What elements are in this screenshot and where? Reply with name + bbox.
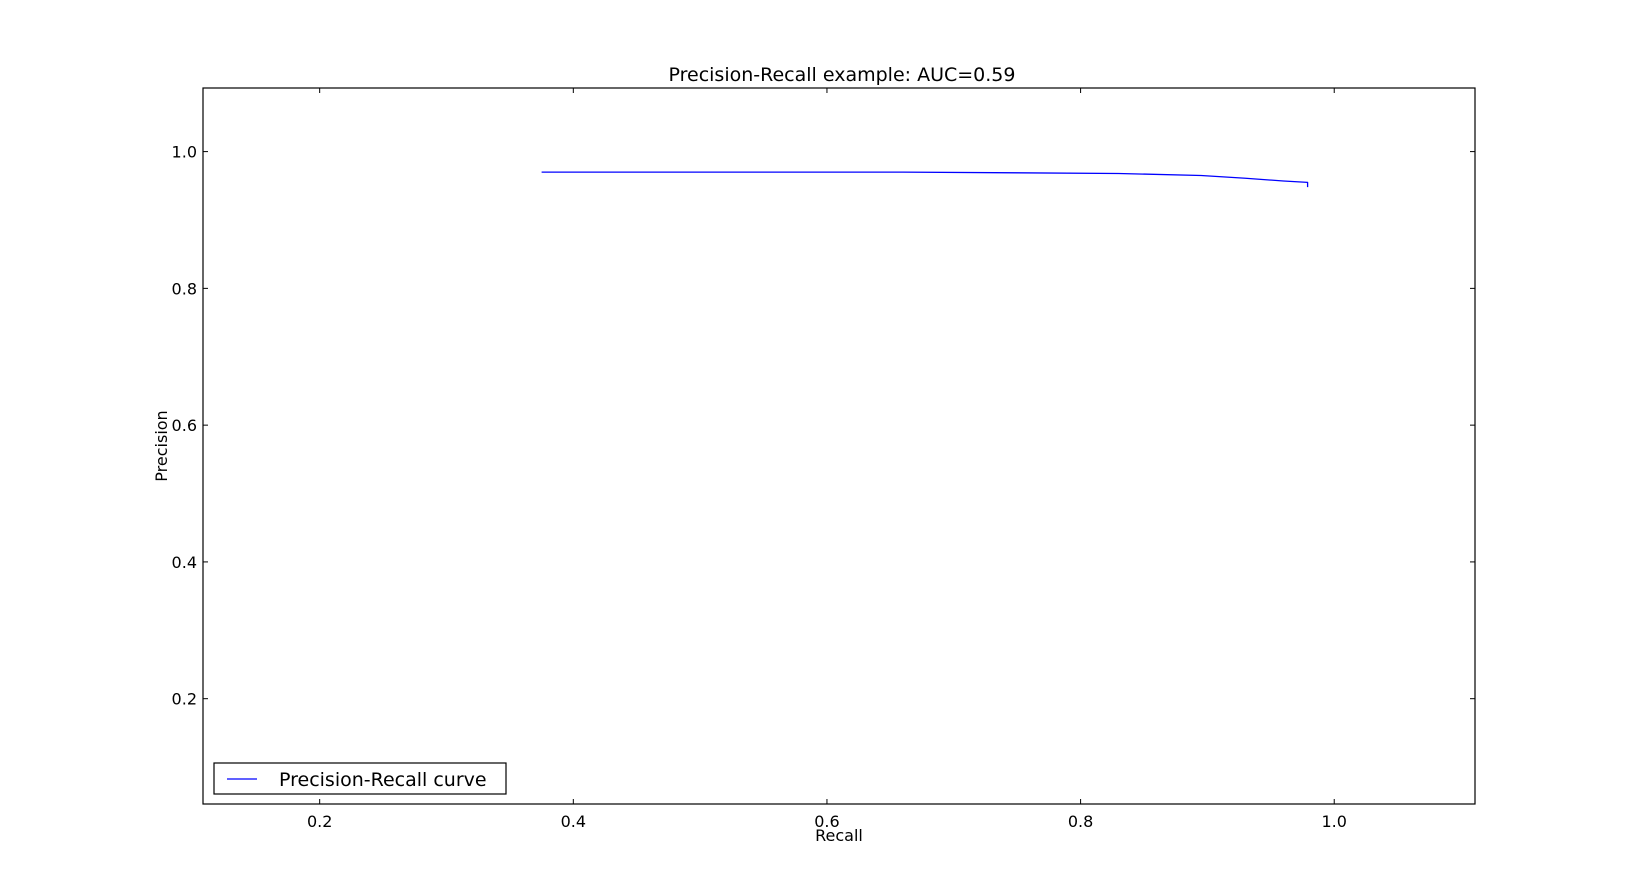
y-tick-label: 0.4 <box>172 553 197 572</box>
y-tick-label: 1.0 <box>172 143 197 162</box>
y-axis-label: Precision <box>152 410 171 481</box>
legend-entry-label: Precision-Recall curve <box>279 769 487 791</box>
legend: Precision-Recall curve <box>213 762 507 795</box>
axis-ticks: 0.2 0.4 0.6 0.8 1.0 0.2 0.4 0.6 0.8 1.0 <box>172 88 1475 831</box>
y-tick-label: 0.2 <box>172 690 197 709</box>
plot-area <box>541 171 1309 188</box>
y-tick-label: 0.8 <box>172 279 197 298</box>
y-tick-label: 0.6 <box>172 416 197 435</box>
x-tick-label: 0.8 <box>1068 812 1093 831</box>
axes-frame <box>202 87 1476 805</box>
x-tick-label: 0.2 <box>307 812 332 831</box>
x-tick-label: 0.6 <box>814 812 839 831</box>
x-axis-label: Recall <box>815 826 863 845</box>
chart-title: Precision-Recall example: AUC=0.59 <box>669 64 1016 86</box>
x-tick-label: 0.4 <box>561 812 586 831</box>
x-tick-label: 1.0 <box>1322 812 1347 831</box>
legend-box <box>213 762 507 795</box>
series-line-0 <box>541 171 1309 188</box>
